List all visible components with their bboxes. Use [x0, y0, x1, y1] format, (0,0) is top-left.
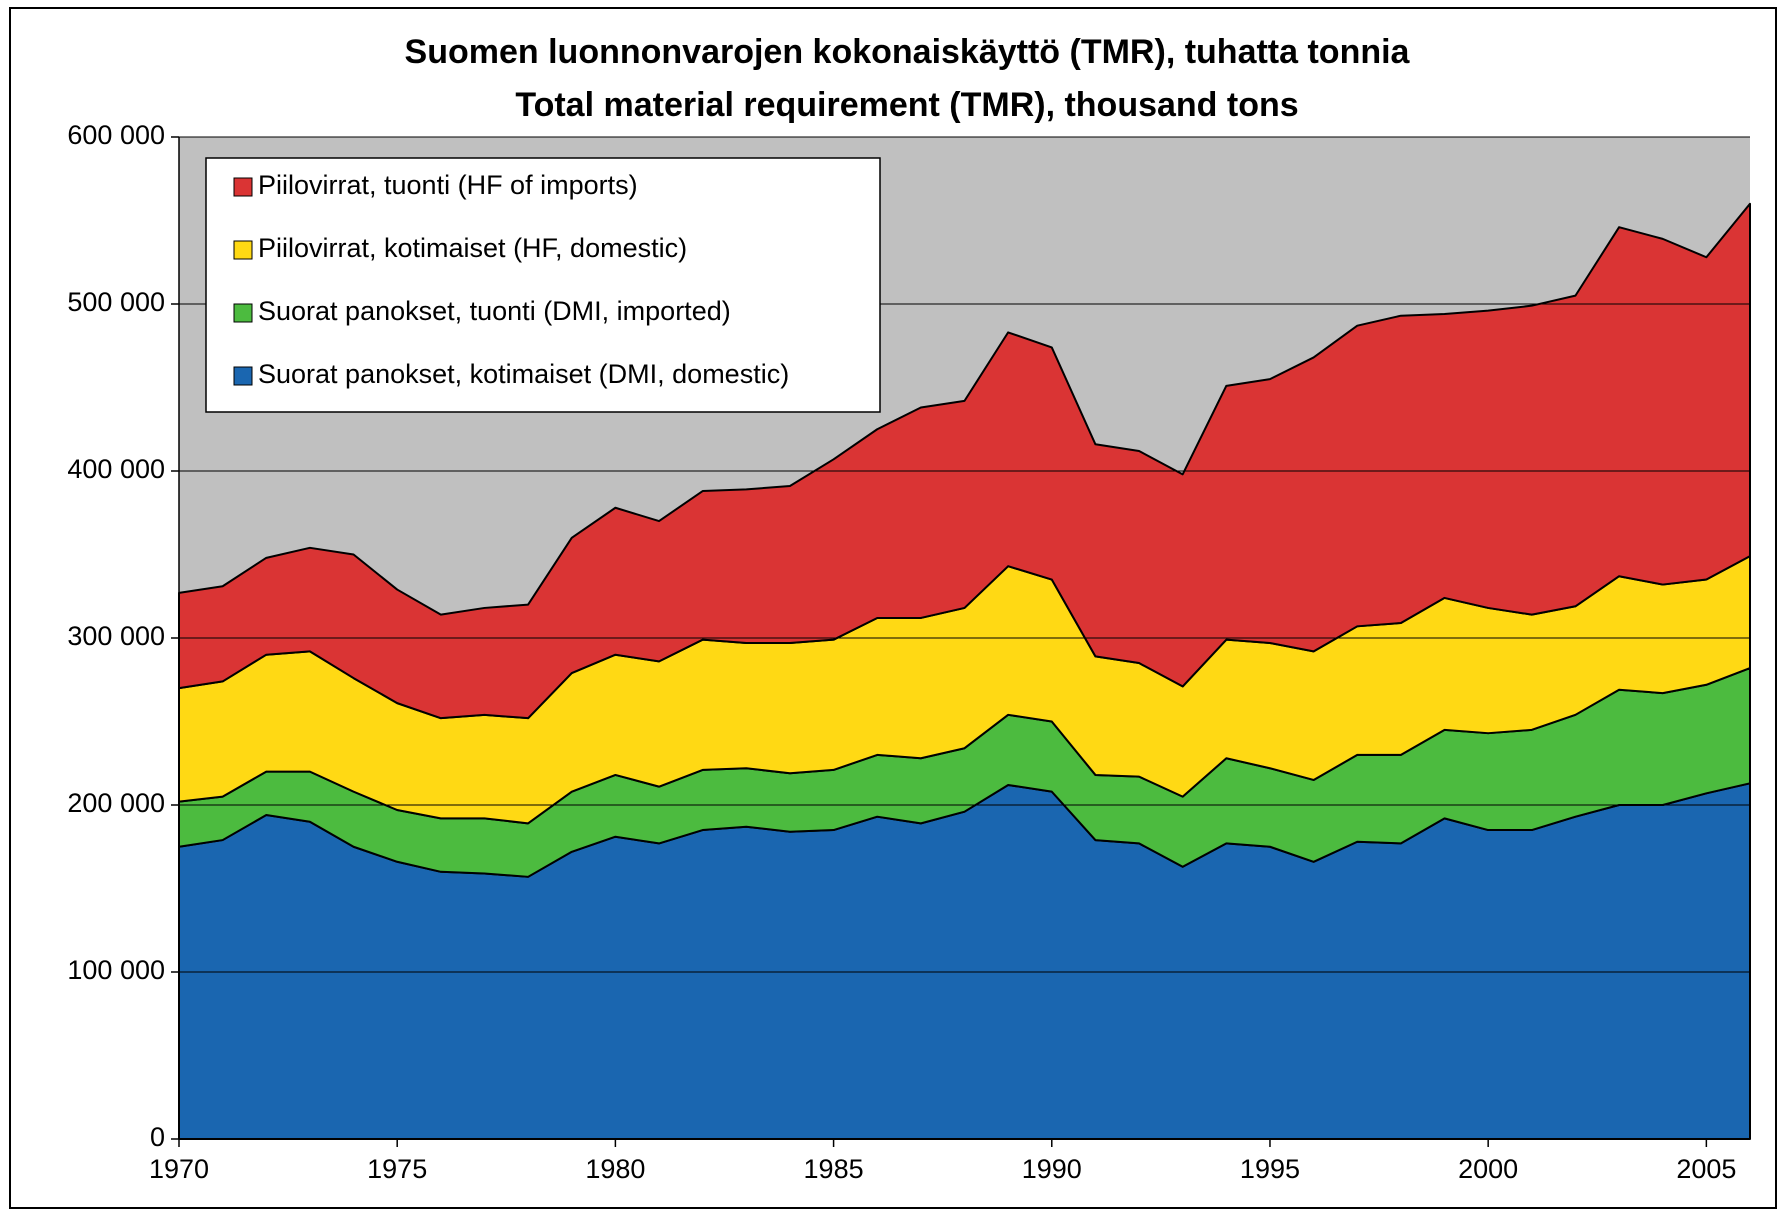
- chart-title: Suomen luonnonvarojen kokonaiskäyttö (TM…: [405, 33, 1411, 71]
- x-tick-label: 1970: [149, 1154, 209, 1184]
- x-tick-label: 2000: [1458, 1154, 1518, 1184]
- x-tick-label: 2005: [1676, 1154, 1736, 1184]
- legend-label: Piilovirrat, tuonti (HF of imports): [258, 170, 638, 200]
- y-tick-label: 500 000: [67, 287, 165, 317]
- legend-swatch: [233, 240, 253, 260]
- y-tick-label: 100 000: [67, 955, 165, 985]
- x-tick-label: 1980: [585, 1154, 645, 1184]
- y-tick-label: 300 000: [67, 621, 165, 651]
- area: [178, 202, 1751, 720]
- legend-swatch: [233, 303, 253, 323]
- legend-box: [205, 157, 881, 413]
- legend-label: Suorat panokset, tuonti (DMI, imported): [258, 296, 731, 326]
- legend-label: Suorat panokset, kotimaiset (DMI, domest…: [258, 359, 789, 389]
- y-tick-label: 200 000: [67, 788, 165, 818]
- y-tick-label: 0: [150, 1122, 165, 1152]
- x-tick-label: 1990: [1022, 1154, 1082, 1184]
- legend-swatch: [233, 177, 253, 197]
- x-tick-label: 1975: [367, 1154, 427, 1184]
- x-tick-label: 1985: [804, 1154, 864, 1184]
- x-tick-label: 1995: [1240, 1154, 1300, 1184]
- y-tick-label: 400 000: [67, 454, 165, 484]
- y-tick-label: 600 000: [67, 120, 165, 150]
- chart-subtitle: Total material requirement (TMR), thousa…: [515, 86, 1298, 124]
- legend-swatch: [233, 366, 253, 386]
- legend-label: Piilovirrat, kotimaiset (HF, domestic): [258, 233, 687, 263]
